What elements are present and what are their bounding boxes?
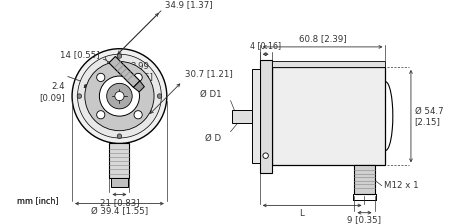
Circle shape	[117, 134, 121, 138]
Text: 60.8 [2.39]: 60.8 [2.39]	[298, 34, 346, 43]
Text: 30.7 [1.21]: 30.7 [1.21]	[185, 69, 233, 78]
Circle shape	[85, 61, 154, 131]
Text: 2.4
[0.09]: 2.4 [0.09]	[40, 82, 65, 102]
Text: 3.99
[0.16]: 3.99 [0.16]	[127, 62, 152, 81]
Bar	[354, 165, 374, 194]
Circle shape	[77, 54, 161, 138]
Circle shape	[96, 111, 105, 119]
Text: 34.9 [1.37]: 34.9 [1.37]	[165, 0, 212, 9]
Circle shape	[115, 92, 124, 101]
Text: mm [inch]: mm [inch]	[16, 196, 58, 205]
Bar	[271, 67, 384, 165]
Text: 4 [0.16]: 4 [0.16]	[250, 41, 281, 51]
Text: M12 x 1: M12 x 1	[383, 181, 417, 190]
Circle shape	[77, 94, 81, 98]
Circle shape	[99, 76, 139, 116]
Polygon shape	[133, 81, 144, 92]
Text: Ø 54.7
[2.15]: Ø 54.7 [2.15]	[414, 106, 442, 126]
Text: 21 [0.83]: 21 [0.83]	[99, 198, 139, 207]
Circle shape	[157, 94, 162, 98]
Text: L: L	[298, 209, 303, 218]
Text: Ø 39.4 [1.55]: Ø 39.4 [1.55]	[91, 207, 148, 216]
Bar	[109, 143, 129, 178]
Bar	[252, 69, 259, 164]
Polygon shape	[109, 56, 140, 87]
Circle shape	[263, 153, 268, 158]
Text: Ø D1: Ø D1	[199, 90, 221, 99]
Circle shape	[96, 73, 105, 82]
Circle shape	[134, 73, 142, 82]
Text: mm [inch]: mm [inch]	[16, 196, 58, 205]
Bar	[259, 60, 271, 173]
Text: 9 [0.35]: 9 [0.35]	[347, 215, 381, 224]
Bar	[271, 61, 384, 67]
Circle shape	[106, 83, 132, 109]
Circle shape	[134, 111, 142, 119]
Text: 14 [0.55]: 14 [0.55]	[60, 50, 99, 59]
Bar	[111, 178, 127, 187]
Circle shape	[72, 49, 167, 143]
Text: Ø D: Ø D	[205, 134, 221, 142]
Circle shape	[117, 54, 121, 58]
Bar	[232, 110, 252, 123]
